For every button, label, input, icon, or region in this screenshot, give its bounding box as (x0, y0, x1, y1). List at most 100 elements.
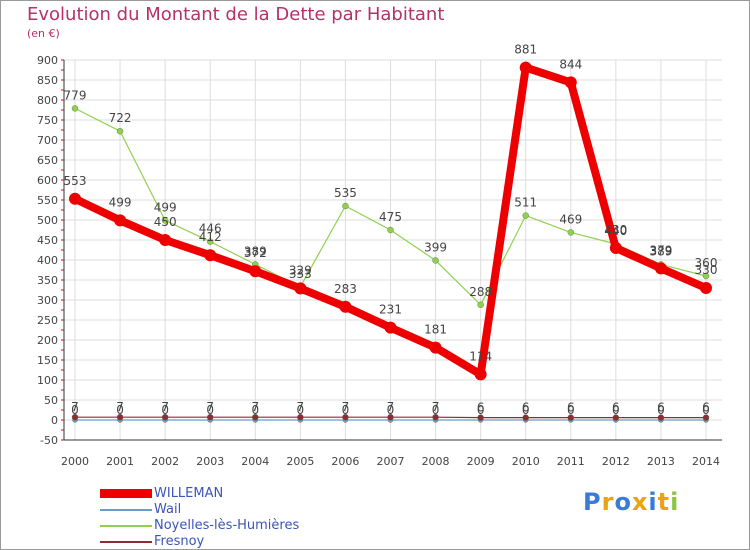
data-label: 6 (612, 401, 620, 415)
data-label: 7 (342, 400, 350, 414)
data-point (342, 202, 349, 210)
data-point (71, 105, 79, 112)
y-tick-label: 550 (37, 194, 58, 207)
legend-item-fresnoy: Fresnoy (100, 534, 350, 550)
logo-letter: P (583, 488, 602, 516)
data-point (252, 414, 259, 421)
data-label: 389 (649, 244, 672, 258)
x-tick-label: 2010 (512, 455, 540, 468)
y-tick-label: -50 (40, 434, 58, 447)
y-tick-label: 50 (44, 394, 58, 407)
y-tick-label: 700 (37, 134, 58, 147)
data-label: 114 (469, 349, 492, 363)
chart-title: Evolution du Montant de la Dette par Hab… (27, 4, 445, 25)
data-point (207, 414, 214, 421)
x-tick-label: 2000 (61, 455, 89, 468)
data-label: 6 (477, 401, 485, 415)
logo-letter: o (614, 488, 632, 516)
data-point (567, 229, 574, 236)
legend-item-wail: Wail (100, 502, 350, 518)
data-point (654, 262, 667, 275)
data-point (519, 61, 532, 74)
data-point (657, 414, 665, 421)
legend-swatch-willeman (100, 489, 152, 498)
data-point (114, 214, 127, 227)
x-tick-label: 2014 (692, 455, 720, 468)
data-point (339, 300, 352, 313)
data-label: 7 (297, 400, 305, 414)
data-point (474, 368, 487, 381)
data-point (387, 226, 394, 234)
y-tick-label: 800 (37, 94, 58, 107)
data-label: 360 (695, 256, 718, 270)
y-tick-label: 400 (37, 254, 58, 267)
data-point (204, 249, 217, 262)
data-point (207, 238, 214, 245)
y-tick-label: 450 (37, 234, 58, 247)
data-point (522, 414, 529, 421)
x-tick-label: 2012 (602, 455, 630, 468)
x-tick-label: 2007 (377, 455, 405, 468)
data-label: 0 (567, 403, 575, 417)
data-label: 553 (64, 174, 87, 188)
y-tick-label: 250 (37, 314, 58, 327)
y-tick-label: 600 (37, 174, 58, 187)
data-label: 399 (424, 240, 447, 254)
data-label: 881 (514, 43, 537, 57)
data-point (432, 414, 439, 421)
data-label: 0 (297, 403, 305, 417)
data-label: 469 (559, 212, 582, 226)
data-point (387, 414, 394, 421)
data-point (702, 272, 710, 280)
data-point (161, 414, 169, 421)
logo-letter: t (657, 488, 671, 516)
data-label: 499 (154, 200, 177, 214)
data-label: 446 (199, 222, 222, 236)
data-point (161, 217, 169, 224)
legend-label-noyelles: Noyelles-lès-Humières (154, 518, 300, 533)
legend-swatch-noyelles (100, 525, 152, 527)
data-label: 7 (116, 400, 124, 414)
data-label: 7 (251, 400, 259, 414)
data-point (432, 257, 439, 264)
y-tick-label: 100 (37, 374, 58, 387)
logo-letter: i (670, 488, 680, 516)
data-point (429, 341, 442, 354)
data-point (477, 301, 484, 308)
data-label: 0 (161, 403, 169, 417)
legend-label-wail: Wail (154, 502, 182, 517)
data-label: 0 (432, 403, 440, 417)
data-label: 0 (251, 403, 259, 417)
logo-letter: r (601, 488, 615, 516)
data-point (159, 234, 172, 246)
data-label: 6 (567, 401, 575, 415)
data-point (609, 242, 622, 254)
data-point (116, 127, 124, 135)
y-tick-label: 850 (37, 74, 58, 87)
data-point (477, 414, 484, 421)
data-label: 7 (161, 400, 169, 414)
data-label: 0 (387, 403, 395, 417)
data-point (294, 282, 307, 295)
data-label: 722 (109, 111, 132, 125)
data-label: 511 (514, 196, 537, 210)
data-point (564, 76, 577, 89)
data-point (522, 212, 529, 219)
data-point (702, 414, 710, 421)
data-label: 0 (612, 403, 620, 417)
legend-item-willeman: WILLEMAN (100, 486, 350, 502)
x-tick-label: 2006 (331, 455, 359, 468)
data-label: 0 (71, 403, 79, 417)
chart-subtitle: (en €) (27, 27, 60, 40)
data-label: 372 (244, 246, 267, 260)
data-point (567, 414, 574, 421)
data-label: 6 (702, 401, 710, 415)
data-label: 499 (109, 195, 132, 209)
data-point (297, 414, 304, 421)
y-tick-label: 750 (37, 114, 58, 127)
data-label: 283 (334, 282, 357, 296)
x-tick-label: 2013 (647, 455, 675, 468)
legend-label-willeman: WILLEMAN (154, 486, 224, 501)
x-tick-label: 2008 (422, 455, 450, 468)
